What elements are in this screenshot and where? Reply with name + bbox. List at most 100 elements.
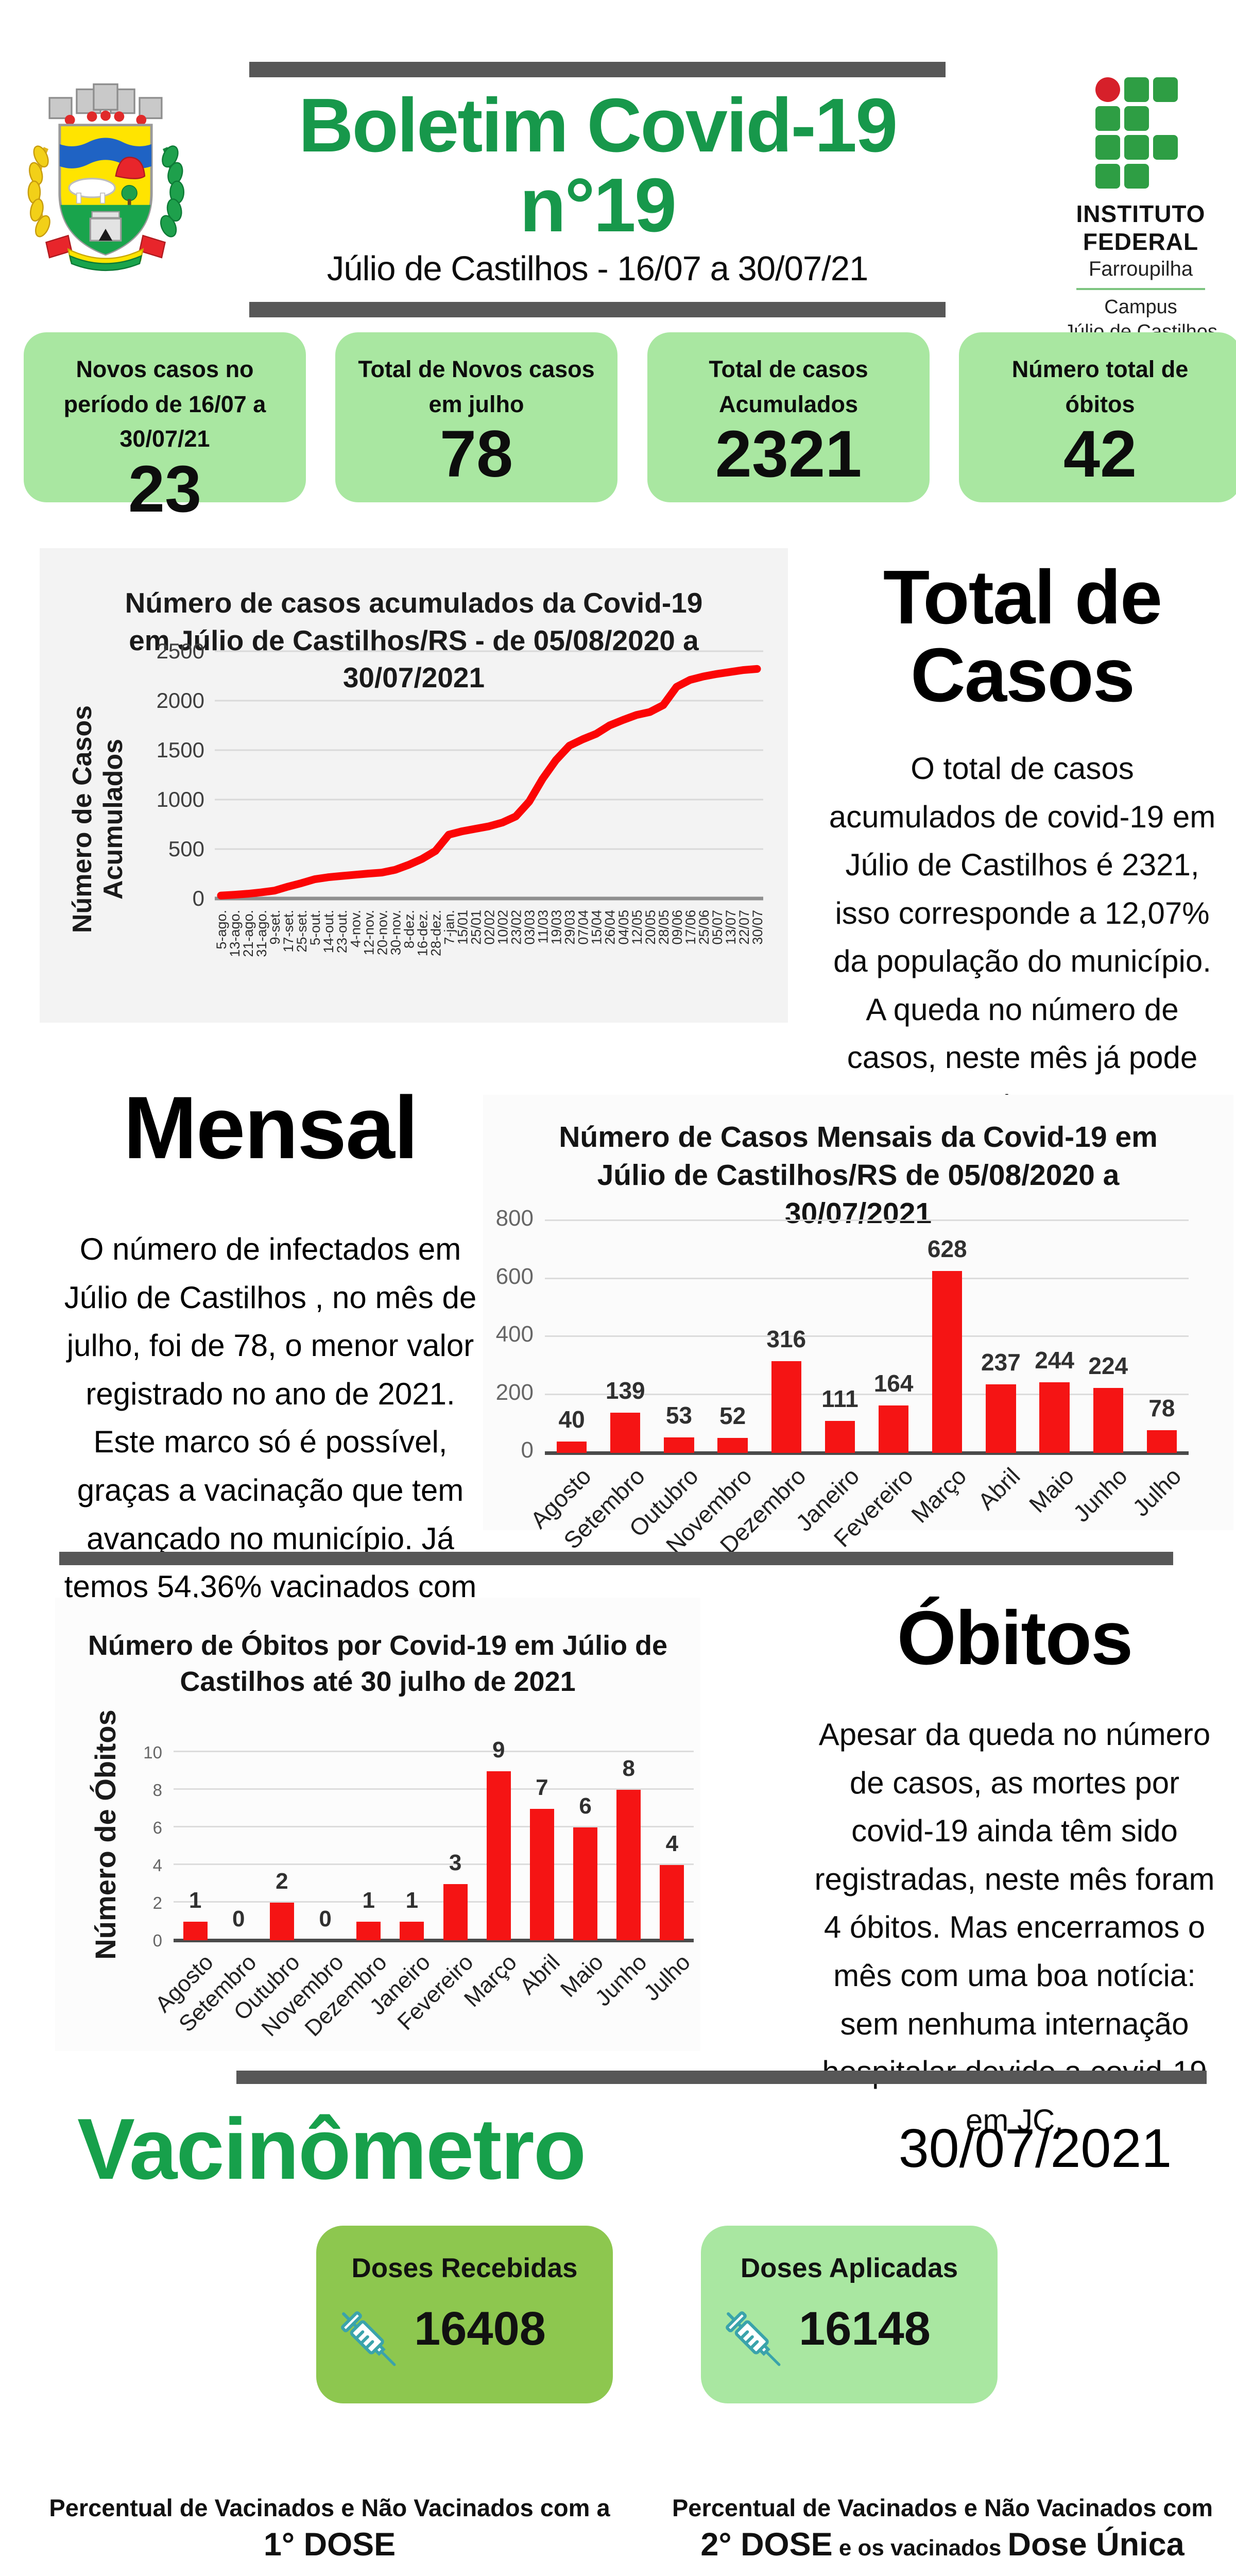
svg-text:17-set.: 17-set. [281, 910, 296, 953]
header: Boletim Covid-19 n°19 Júlio de Castilhos… [247, 62, 948, 317]
svg-text:9-set.: 9-set. [267, 910, 283, 945]
svg-text:11/03: 11/03 [536, 910, 551, 944]
svg-text:23/02: 23/02 [509, 910, 524, 945]
svg-text:17/06: 17/06 [683, 910, 698, 945]
donut-title-big2: Dose Única [1007, 2527, 1184, 2563]
line-chart-plot: 0 500 1000 1500 2000 2500 5-ago.13-ago.21-ago.… [157, 639, 765, 957]
svg-text:12/05: 12/05 [629, 910, 645, 945]
stat-value: 78 [439, 417, 513, 491]
svg-text:25-set.: 25-set. [294, 910, 310, 953]
y-axis-label: Número de Óbitos [89, 1709, 122, 1960]
if-logo-squares-icon [1095, 77, 1178, 189]
vacinometro-heading: Vacinômetro [77, 2100, 586, 2197]
doses-received-card: Doses Recebidas 16408 [316, 2226, 613, 2403]
svg-text:5-out.: 5-out. [307, 910, 323, 945]
syringe-icon [341, 2311, 396, 2366]
donut-title-line1: Percentual de Vacinados e Não Vacinados … [672, 2494, 1213, 2521]
svg-text:09/06: 09/06 [670, 910, 685, 945]
svg-text:8-dez.: 8-dez. [401, 910, 417, 948]
section-divider [59, 1552, 1173, 1565]
stat-value: 2321 [715, 417, 862, 491]
campus-label: Campus [1104, 296, 1177, 318]
svg-text:2000: 2000 [157, 688, 204, 713]
svg-text:19/03: 19/03 [549, 910, 564, 945]
svg-text:25/06: 25/06 [696, 910, 712, 945]
svg-text:25/01: 25/01 [468, 910, 484, 945]
svg-text:0: 0 [193, 886, 204, 910]
chart-title: Número de Óbitos por Covid-19 em Júlio d… [88, 1630, 668, 1698]
deaths-chart: Número de Óbitos por Covid-19 em Júlio d… [55, 1598, 700, 2051]
header-bottom-bar [249, 301, 946, 317]
institute-name-line1: INSTITUTO [1076, 200, 1206, 227]
vacinometro-date: 30/07/2021 [898, 2118, 1172, 2179]
stat-value: 23 [128, 452, 202, 526]
deaths-bar-plot: 0 2 4 6 8 10 1 Agosto 0 Setembro 2 Outubro 0 Novembro… [143, 1737, 695, 2042]
svg-text:21-ago.: 21-ago. [241, 910, 256, 957]
syringe-icon [726, 2311, 781, 2366]
dose-card-label: Doses Recebidas [351, 2253, 578, 2283]
monthly-bar-plot: 0 200 400 600 800 40 Agosto 139 Setembro 53 Outubr… [496, 1206, 1189, 1559]
stat-card-new-cases: Novos casos no período de 16/07 a 30/07/… [24, 332, 306, 522]
city-coat-of-arms-logo [27, 83, 185, 272]
svg-text:1000: 1000 [157, 787, 204, 811]
y-axis-label: Número de Casos Acumulados [67, 705, 128, 934]
svg-text:20-nov.: 20-nov. [374, 910, 390, 955]
svg-text:2500: 2500 [157, 639, 204, 663]
svg-text:20/05: 20/05 [643, 910, 658, 945]
svg-text:26/04: 26/04 [603, 910, 618, 945]
institute-name-line2: FEDERAL [1083, 228, 1199, 255]
donut-title-big: 1° DOSE [263, 2527, 396, 2563]
svg-text:30-nov.: 30-nov. [388, 910, 403, 955]
total-cases-section: Total de Casos O total de casos acumulad… [824, 555, 1221, 1130]
header-top-bar [249, 62, 946, 77]
accumulated-cases-chart: Número de casos acumulados da Covid-19 e… [40, 548, 788, 1023]
institute-divider [1076, 288, 1205, 290]
donut-title-line2: 1° DOSE [46, 2527, 613, 2563]
svg-text:03/03: 03/03 [522, 910, 538, 945]
instituto-federal-logo: INSTITUTO FEDERAL Farroupilha Campus Júl… [1061, 77, 1221, 344]
donut-title-small: e os vacinados [832, 2535, 1008, 2561]
svg-text:13/07: 13/07 [723, 910, 739, 945]
stat-card-new-cases-july: Total de Novos casos em julho 78 [335, 332, 617, 502]
institute-name-line3: Farroupilha [1088, 258, 1193, 280]
svg-text:22/07: 22/07 [736, 910, 752, 945]
donut-title-line2: 2° DOSE e os vacinados Dose Única [659, 2527, 1226, 2563]
stat-card-deaths: Número total de óbitos 42 [959, 332, 1236, 502]
first-dose-donut-panel: Percentual de Vacinados e Não Vacinados … [46, 2494, 613, 2576]
second-dose-donut-panel: Percentual de Vacinados e Não Vacinados … [659, 2494, 1226, 2576]
stat-label: Número total de óbitos [1011, 356, 1189, 417]
section-heading: Óbitos [897, 1596, 1134, 1681]
stat-card-accumulated: Total de casos Acumulados 2321 [647, 332, 930, 502]
svg-text:04/05: 04/05 [616, 910, 631, 945]
svg-text:23-out.: 23-out. [334, 910, 350, 953]
page-title: Boletim Covid-19 n°19 [298, 83, 898, 248]
monthly-cases-chart: Número de Casos Mensais da Covid-19 em J… [483, 1095, 1233, 1559]
svg-text:10/02: 10/02 [495, 910, 511, 945]
svg-text:15/01: 15/01 [455, 910, 470, 945]
svg-text:16-dez.: 16-dez. [415, 910, 430, 956]
dose-card-value: 16148 [799, 2302, 931, 2355]
stat-label: Total de casos Acumulados [709, 356, 868, 417]
svg-text:1500: 1500 [157, 738, 204, 762]
svg-text:7-jan.: 7-jan. [441, 910, 457, 945]
svg-text:4-nov.: 4-nov. [348, 910, 363, 947]
dose-card-value: 16408 [414, 2302, 546, 2355]
section-body: O total de casos acumulados de covid-19 … [829, 751, 1216, 1123]
svg-text:12-nov.: 12-nov. [361, 910, 376, 955]
stat-label: Novos casos no período de 16/07 a 30/07/… [63, 356, 266, 452]
stat-value: 42 [1063, 417, 1137, 491]
svg-text:29/03: 29/03 [562, 910, 578, 945]
section-heading: Mensal [123, 1078, 418, 1177]
svg-text:02/02: 02/02 [482, 910, 497, 945]
dose-card-label: Doses Aplicadas [740, 2253, 958, 2283]
section-heading: Total de Casos [883, 555, 1162, 718]
svg-text:28/05: 28/05 [656, 910, 672, 945]
doses-applied-card: Doses Aplicadas 16148 [701, 2226, 998, 2403]
svg-text:14-out.: 14-out. [321, 910, 336, 953]
obitos-section: Óbitos Apesar da queda no número de caso… [809, 1596, 1221, 2144]
stat-label: Total de Novos casos em julho [358, 356, 595, 417]
svg-text:31-ago.: 31-ago. [254, 910, 269, 957]
donut-title-line1: Percentual de Vacinados e Não Vacinados … [49, 2494, 610, 2521]
svg-text:13-ago.: 13-ago. [227, 910, 243, 957]
